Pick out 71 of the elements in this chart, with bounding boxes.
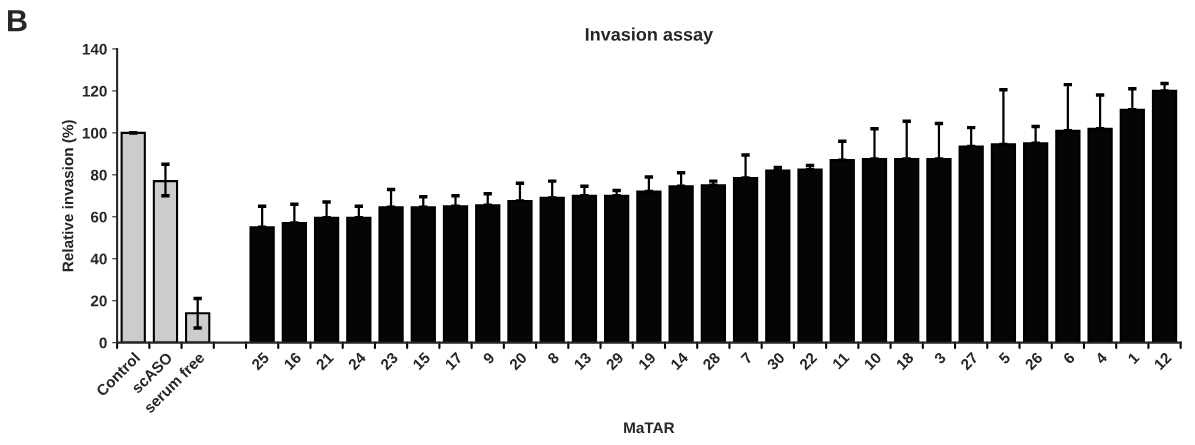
y-axis-title: Relative invasion (%) <box>62 120 77 272</box>
y-tick-label: 0 <box>99 337 107 349</box>
bar <box>990 143 1017 343</box>
bar <box>1119 108 1145 343</box>
bar <box>797 168 823 343</box>
x-tick-label: 9 <box>482 351 496 365</box>
x-tick-label: 21 <box>315 351 335 371</box>
x-tick-label: 13 <box>573 351 592 371</box>
x-tick-label: 27 <box>959 351 979 371</box>
x-tick-label: 19 <box>637 351 657 371</box>
y-tick-label: 140 <box>82 43 107 55</box>
x-tick-label: 18 <box>895 351 915 371</box>
x-tick-label: 1 <box>1127 351 1140 365</box>
bar <box>120 131 146 343</box>
y-tick-label: 80 <box>90 169 107 181</box>
x-tick-label: 23 <box>379 351 399 371</box>
text: B <box>8 10 27 32</box>
bar <box>894 158 920 343</box>
bar <box>668 185 694 343</box>
bar <box>732 176 759 343</box>
bar <box>571 194 598 343</box>
bar <box>926 158 952 343</box>
bar <box>539 196 565 343</box>
x-tick-label: 26 <box>1024 351 1044 371</box>
x-tick-label: 6 <box>1062 351 1076 365</box>
bar <box>1022 142 1049 343</box>
x-tick-label: 12 <box>1153 351 1172 371</box>
y-tick-label: 20 <box>90 295 107 307</box>
bar <box>829 159 855 343</box>
bar <box>636 190 662 343</box>
y-tick-label: 120 <box>82 85 107 97</box>
x-tick-label: 14 <box>670 351 689 371</box>
y-tick-label: 60 <box>90 211 107 223</box>
x-tick-label: 16 <box>283 351 302 371</box>
x-axis-title: MaTAR <box>624 422 675 434</box>
x-tick-label: 8 <box>546 351 560 365</box>
bar <box>1055 129 1081 343</box>
x-tick-label: 7 <box>740 351 753 365</box>
bar <box>281 222 308 343</box>
bar <box>1151 89 1178 343</box>
x-tick-label: 11 <box>831 351 850 370</box>
chart-title: Invasion assay <box>585 27 714 45</box>
x-tick-label: 4 <box>1094 351 1108 365</box>
x-tick-label: 3 <box>933 351 947 365</box>
x-tick-label: 15 <box>412 351 431 371</box>
bar <box>765 169 791 343</box>
bar <box>604 194 630 343</box>
bar <box>1087 127 1113 343</box>
bar <box>378 206 404 343</box>
x-tick-label: 17 <box>444 351 463 371</box>
bar <box>313 216 340 343</box>
x-tick-label: 24 <box>347 351 367 371</box>
bar <box>861 158 888 343</box>
bar <box>410 206 436 343</box>
bar <box>346 216 372 343</box>
bar <box>700 184 726 343</box>
x-tick-label: 5 <box>998 351 1012 365</box>
x-tick-label: 10 <box>863 351 882 371</box>
bar <box>442 205 469 343</box>
bar <box>475 204 501 343</box>
x-tick-label: 29 <box>605 351 625 371</box>
y-tick-label: 100 <box>82 127 107 139</box>
x-tick-label: 25 <box>250 351 270 371</box>
x-tick-label: 28 <box>701 351 721 371</box>
bar <box>507 200 533 343</box>
x-tick-label: 20 <box>508 351 528 371</box>
y-tick-label: 40 <box>90 253 107 265</box>
bar <box>958 145 984 343</box>
x-tick-label: 22 <box>798 351 818 371</box>
bar <box>249 226 275 343</box>
x-tick-label: 30 <box>766 351 786 371</box>
